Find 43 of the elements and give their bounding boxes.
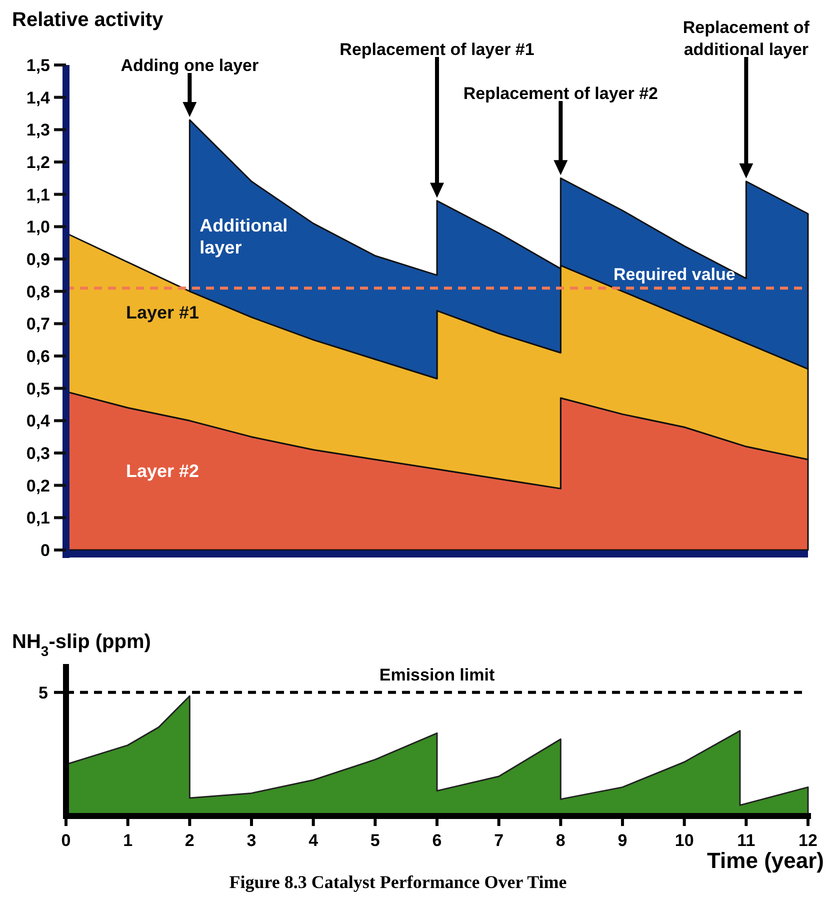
y-tick-label: 0,7 bbox=[26, 314, 50, 334]
x-tick-label: 5 bbox=[370, 831, 380, 850]
y-tick-label: 0,3 bbox=[26, 444, 50, 463]
x-tick-label: 1 bbox=[123, 831, 133, 850]
y-tick-label: 0,1 bbox=[26, 508, 50, 528]
x-tick-label: 6 bbox=[432, 831, 442, 850]
y-axis-title: Relative activity bbox=[12, 9, 164, 31]
y-tick-label: 0,5 bbox=[26, 379, 50, 398]
x-tick-label: 9 bbox=[618, 831, 628, 850]
x-tick-label: 10 bbox=[674, 831, 694, 850]
y-tick-label: 0,6 bbox=[26, 347, 50, 366]
y-tick-label: 1,0 bbox=[26, 218, 50, 237]
x-tick-label: 8 bbox=[556, 831, 566, 850]
ref-line-label: Required value bbox=[614, 265, 736, 284]
x-tick-label: 4 bbox=[308, 831, 319, 850]
y-tick-label: 0,2 bbox=[26, 476, 50, 496]
x-tick-label: 7 bbox=[494, 831, 504, 850]
series-label: Layer #1 bbox=[126, 302, 200, 322]
y-tick-label: 1,2 bbox=[26, 153, 50, 172]
caption: Figure 8.3 Catalyst Performance Over Time bbox=[229, 872, 567, 892]
x-tick-label: 0 bbox=[61, 831, 71, 850]
annotation: Replacement of layer #2 bbox=[463, 84, 658, 103]
series-label: Additional layer bbox=[200, 215, 288, 258]
text: 5 bbox=[38, 683, 48, 702]
annotation: Adding one layer bbox=[120, 56, 259, 75]
y-tick-label: 0,9 bbox=[26, 250, 50, 269]
x-tick-label: 11 bbox=[737, 831, 756, 850]
y-tick-label: 0,4 bbox=[26, 412, 51, 431]
y-tick-label: 1,4 bbox=[26, 88, 51, 108]
y-tick-label: 0,8 bbox=[26, 282, 50, 302]
series-label: Layer #2 bbox=[126, 460, 200, 481]
text: Replacement of layer #1 bbox=[340, 40, 534, 59]
y-axis-title: NH$_{3}$-slip (ppm) bbox=[12, 631, 151, 659]
y-tick-label: 1,3 bbox=[26, 120, 50, 140]
x-tick-label: 3 bbox=[246, 831, 256, 850]
x-axis-title: Time (year) bbox=[707, 848, 824, 873]
y-tick-label: 0 bbox=[40, 541, 50, 560]
x-tick-label: 12 bbox=[798, 831, 818, 850]
y-tick-label: 1,1 bbox=[26, 185, 50, 204]
text: Replacement of additional layer bbox=[682, 18, 810, 59]
y-tick-label: 1,5 bbox=[26, 56, 50, 75]
ref-line-label: Emission limit bbox=[379, 665, 495, 684]
x-tick-label: 2 bbox=[184, 831, 194, 850]
